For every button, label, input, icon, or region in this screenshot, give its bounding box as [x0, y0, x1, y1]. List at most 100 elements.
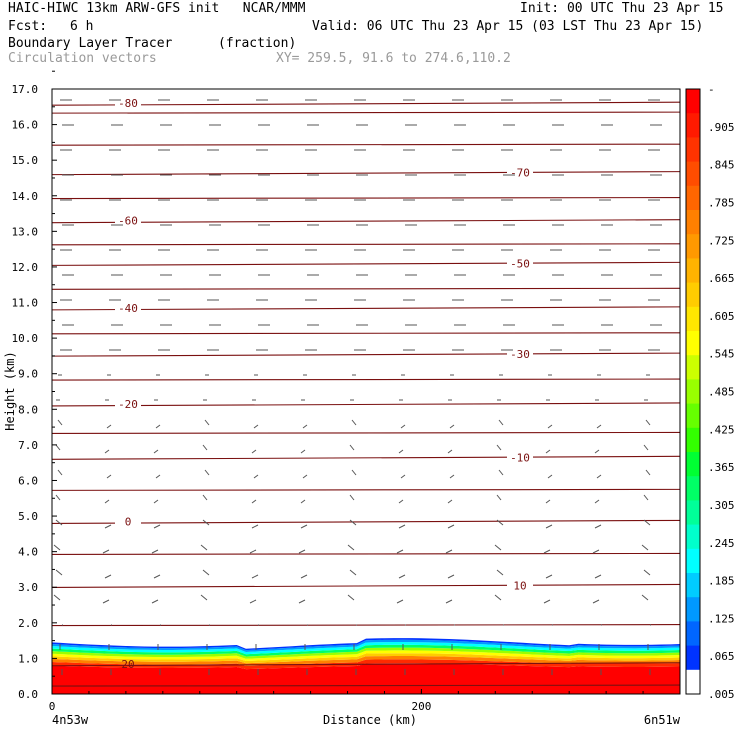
vector-arrow — [398, 499, 404, 504]
vector-arrow — [398, 524, 406, 529]
colorbar-swatch — [686, 306, 700, 332]
vector-arrow — [251, 524, 259, 529]
isotherm-label: 20 — [121, 658, 134, 671]
y-tick-label: 3.0 — [18, 581, 38, 594]
run-title: HAIC-HIWC 13km ARW-GFS init NCAR/MMM — [8, 1, 306, 16]
vector-arrow — [253, 474, 259, 479]
vector-arrow — [300, 524, 308, 529]
y-tick-label: 11.0 — [12, 297, 39, 310]
vector-arrow — [592, 599, 600, 604]
y-tick-label: 13.0 — [12, 225, 39, 238]
isotherm-label-bg — [115, 300, 141, 314]
x-axis-label: Distance (km) — [323, 713, 417, 727]
vector-arrow — [398, 574, 406, 579]
y-tick-label: 10.0 — [12, 332, 39, 345]
vector-arrow — [396, 549, 404, 554]
x-right-endpoint: 6n51w — [644, 713, 681, 727]
isotherm-label-bg — [507, 578, 533, 592]
vector-arrow — [545, 524, 553, 529]
vector-arrow — [55, 444, 61, 451]
colorbar-label: .185 — [708, 575, 735, 588]
vector-arrow — [200, 544, 208, 551]
colorbar-swatch — [686, 282, 700, 308]
colorbar-label: .125 — [708, 612, 735, 625]
colorbar-swatch — [686, 597, 700, 622]
vector-arrow — [106, 424, 112, 429]
isotherm-label-bg — [507, 450, 533, 464]
vector-arrow — [594, 574, 602, 579]
vector-arrow — [545, 574, 553, 579]
vector-arrow — [347, 544, 355, 551]
vector-arrow — [643, 519, 651, 526]
y-tick-label: 1.0 — [18, 652, 38, 665]
isotherm-label-bg — [115, 514, 141, 528]
vector-arrow — [55, 569, 63, 576]
init-time: Init: 00 UTC Thu 23 Apr 15 — [520, 1, 724, 16]
isotherm-label: -80 — [118, 97, 138, 110]
colorbar-label: .425 — [708, 423, 735, 436]
vector-arrow — [153, 574, 161, 579]
colorbar-swatch — [686, 452, 700, 477]
vector-arrow — [641, 594, 649, 601]
y-tick-label: 16.0 — [12, 119, 39, 132]
vector-arrow — [300, 449, 306, 454]
vector-arrow — [151, 549, 159, 554]
y-tick-label: 9.0 — [18, 368, 38, 381]
isotherm-line — [51, 519, 681, 524]
vector-arrow — [351, 469, 357, 476]
isotherm-label: 10 — [513, 579, 526, 592]
vector-arrow — [349, 569, 357, 576]
isotherm-label-bg — [115, 396, 141, 410]
vector-arrow — [202, 444, 208, 451]
vector-arrow — [349, 519, 357, 526]
vector-arrow — [643, 494, 649, 501]
vector-arrow — [106, 474, 112, 479]
vector-arrow — [445, 549, 453, 554]
y-tick-label: 4.0 — [18, 546, 38, 559]
colorbar-label: .605 — [708, 310, 735, 323]
isotherm-label: -30 — [510, 348, 530, 361]
y-tick-label: 17.0 — [12, 83, 39, 96]
colorbar-swatch — [686, 548, 700, 574]
colorbar-label: .725 — [708, 234, 735, 247]
vector-arrow — [298, 549, 306, 554]
isotherm-line — [51, 287, 681, 290]
vector-arrow — [498, 419, 504, 426]
isotherm-line — [51, 624, 681, 627]
x-tick-label: 0 — [49, 700, 56, 713]
vector-arrow — [594, 524, 602, 529]
vector-arrow — [396, 599, 404, 604]
colorbar-label: .905 — [708, 121, 735, 134]
vector-arrow — [57, 419, 63, 426]
vector-arrow — [447, 574, 455, 579]
vector-arrow — [643, 569, 651, 576]
vector-arrow — [447, 449, 453, 454]
plot-area — [52, 89, 680, 694]
tracer-band — [52, 638, 680, 651]
x-left-endpoint: 4n53w — [52, 713, 89, 727]
vector-arrow — [449, 424, 455, 429]
vector-arrow — [400, 424, 406, 429]
colorbar-swatch — [686, 185, 700, 211]
vector-arrow — [645, 419, 651, 426]
vector-arrow — [494, 594, 502, 601]
vector-arrow — [102, 599, 110, 604]
vector-arrow — [153, 449, 159, 454]
tracer-band — [52, 663, 680, 694]
vector-arrow — [445, 599, 453, 604]
vector-arrow — [151, 599, 159, 604]
isotherm-line — [51, 431, 681, 434]
y-tick-label: 14.0 — [12, 190, 39, 203]
vector-arrow — [200, 594, 208, 601]
isotherm-line — [51, 583, 681, 589]
colorbar-swatch — [686, 234, 700, 259]
colorbar-swatch — [686, 403, 700, 429]
vector-arrow — [543, 599, 551, 604]
xy-readout: XY= 259.5, 91.6 to 274.6,110.2 — [276, 51, 511, 66]
vector-arrow — [447, 499, 453, 504]
tracer-band — [52, 642, 680, 655]
vector-arrow — [547, 474, 553, 479]
colorbar-swatch — [686, 89, 700, 114]
tracer-band — [52, 653, 680, 664]
isotherm-label-bg — [115, 96, 141, 110]
